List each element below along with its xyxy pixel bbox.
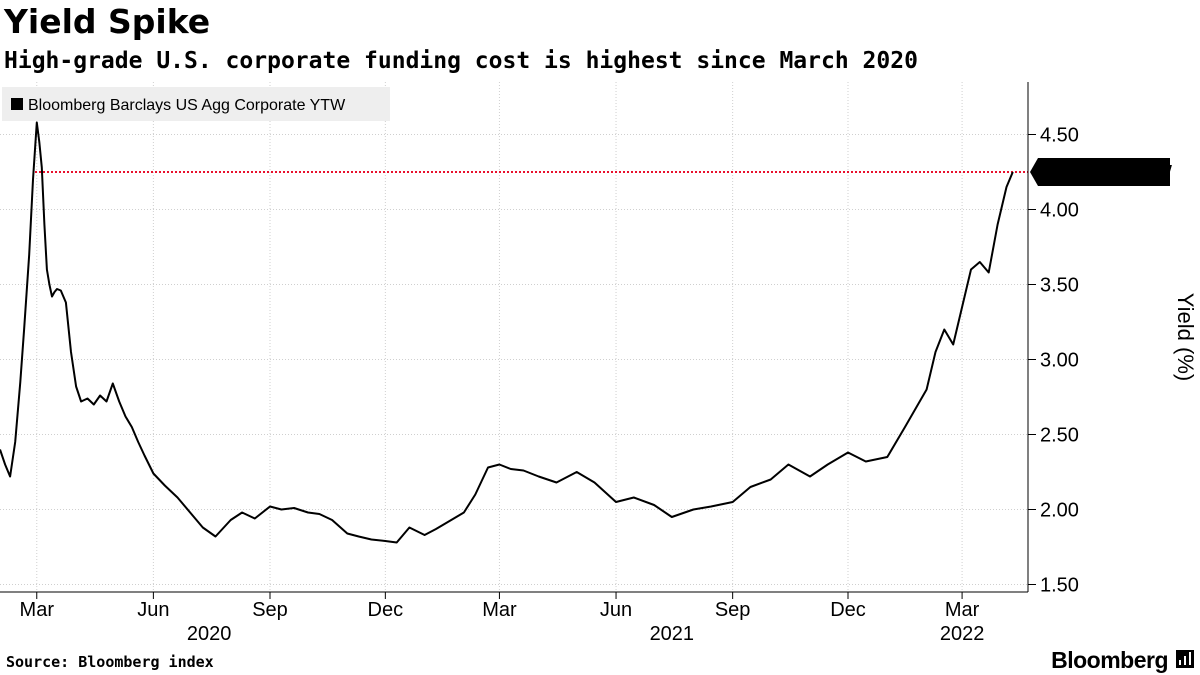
last-value-label: 4.25 LUACYW <box>1042 162 1172 184</box>
y-tick-label: 4.50 <box>1040 125 1079 147</box>
x-tick-label: Mar <box>482 599 517 621</box>
grid-lines <box>0 82 1028 592</box>
series-line <box>0 121 1014 544</box>
x-tick-label: Dec <box>830 599 866 621</box>
y-tick-label: 3.50 <box>1040 275 1079 297</box>
x-tick-label: Mar <box>20 599 55 621</box>
x-year-label: 2020 <box>187 623 232 645</box>
legend-swatch <box>11 98 23 110</box>
legend: Bloomberg Barclays US Agg Corporate YTW <box>2 87 390 121</box>
bar-chart-icon <box>1176 650 1194 668</box>
chart-subtitle: High-grade U.S. corporate funding cost i… <box>4 48 918 74</box>
x-tick-label: Dec <box>368 599 404 621</box>
last-value-badge-shape <box>1030 158 1170 186</box>
axes: Mar Jun Sep Dec Mar Jun Sep Dec Mar 2020 2021 2022 1… <box>0 82 1079 645</box>
x-tick-label: Jun <box>600 599 632 621</box>
x-tick-label: Jun <box>137 599 169 621</box>
source-note: Source: Bloomberg index <box>6 653 214 671</box>
brand-logo: Bloomberg <box>1051 647 1168 673</box>
legend-entry: Bloomberg Barclays US Agg Corporate YTW <box>28 97 346 114</box>
y-axis-label: Yield (%) <box>1173 293 1198 381</box>
x-year-label: 2022 <box>940 623 985 645</box>
x-tick-label: Mar <box>945 599 980 621</box>
x-tick-label: Sep <box>715 599 751 621</box>
x-tick-label: Sep <box>252 599 288 621</box>
last-value-badge: 4.25 LUACYW <box>1030 158 1172 186</box>
y-tick-label: 2.00 <box>1040 500 1079 522</box>
y-tick-label: 1.50 <box>1040 575 1079 597</box>
y-tick-label: 3.00 <box>1040 350 1079 372</box>
y-tick-label: 2.50 <box>1040 425 1079 447</box>
legend-background <box>2 87 390 121</box>
y-tick-label: 4.00 <box>1040 200 1079 222</box>
x-year-label: 2021 <box>650 623 695 645</box>
series-layer <box>0 121 1014 544</box>
chart-title: Yield Spike <box>4 2 211 41</box>
